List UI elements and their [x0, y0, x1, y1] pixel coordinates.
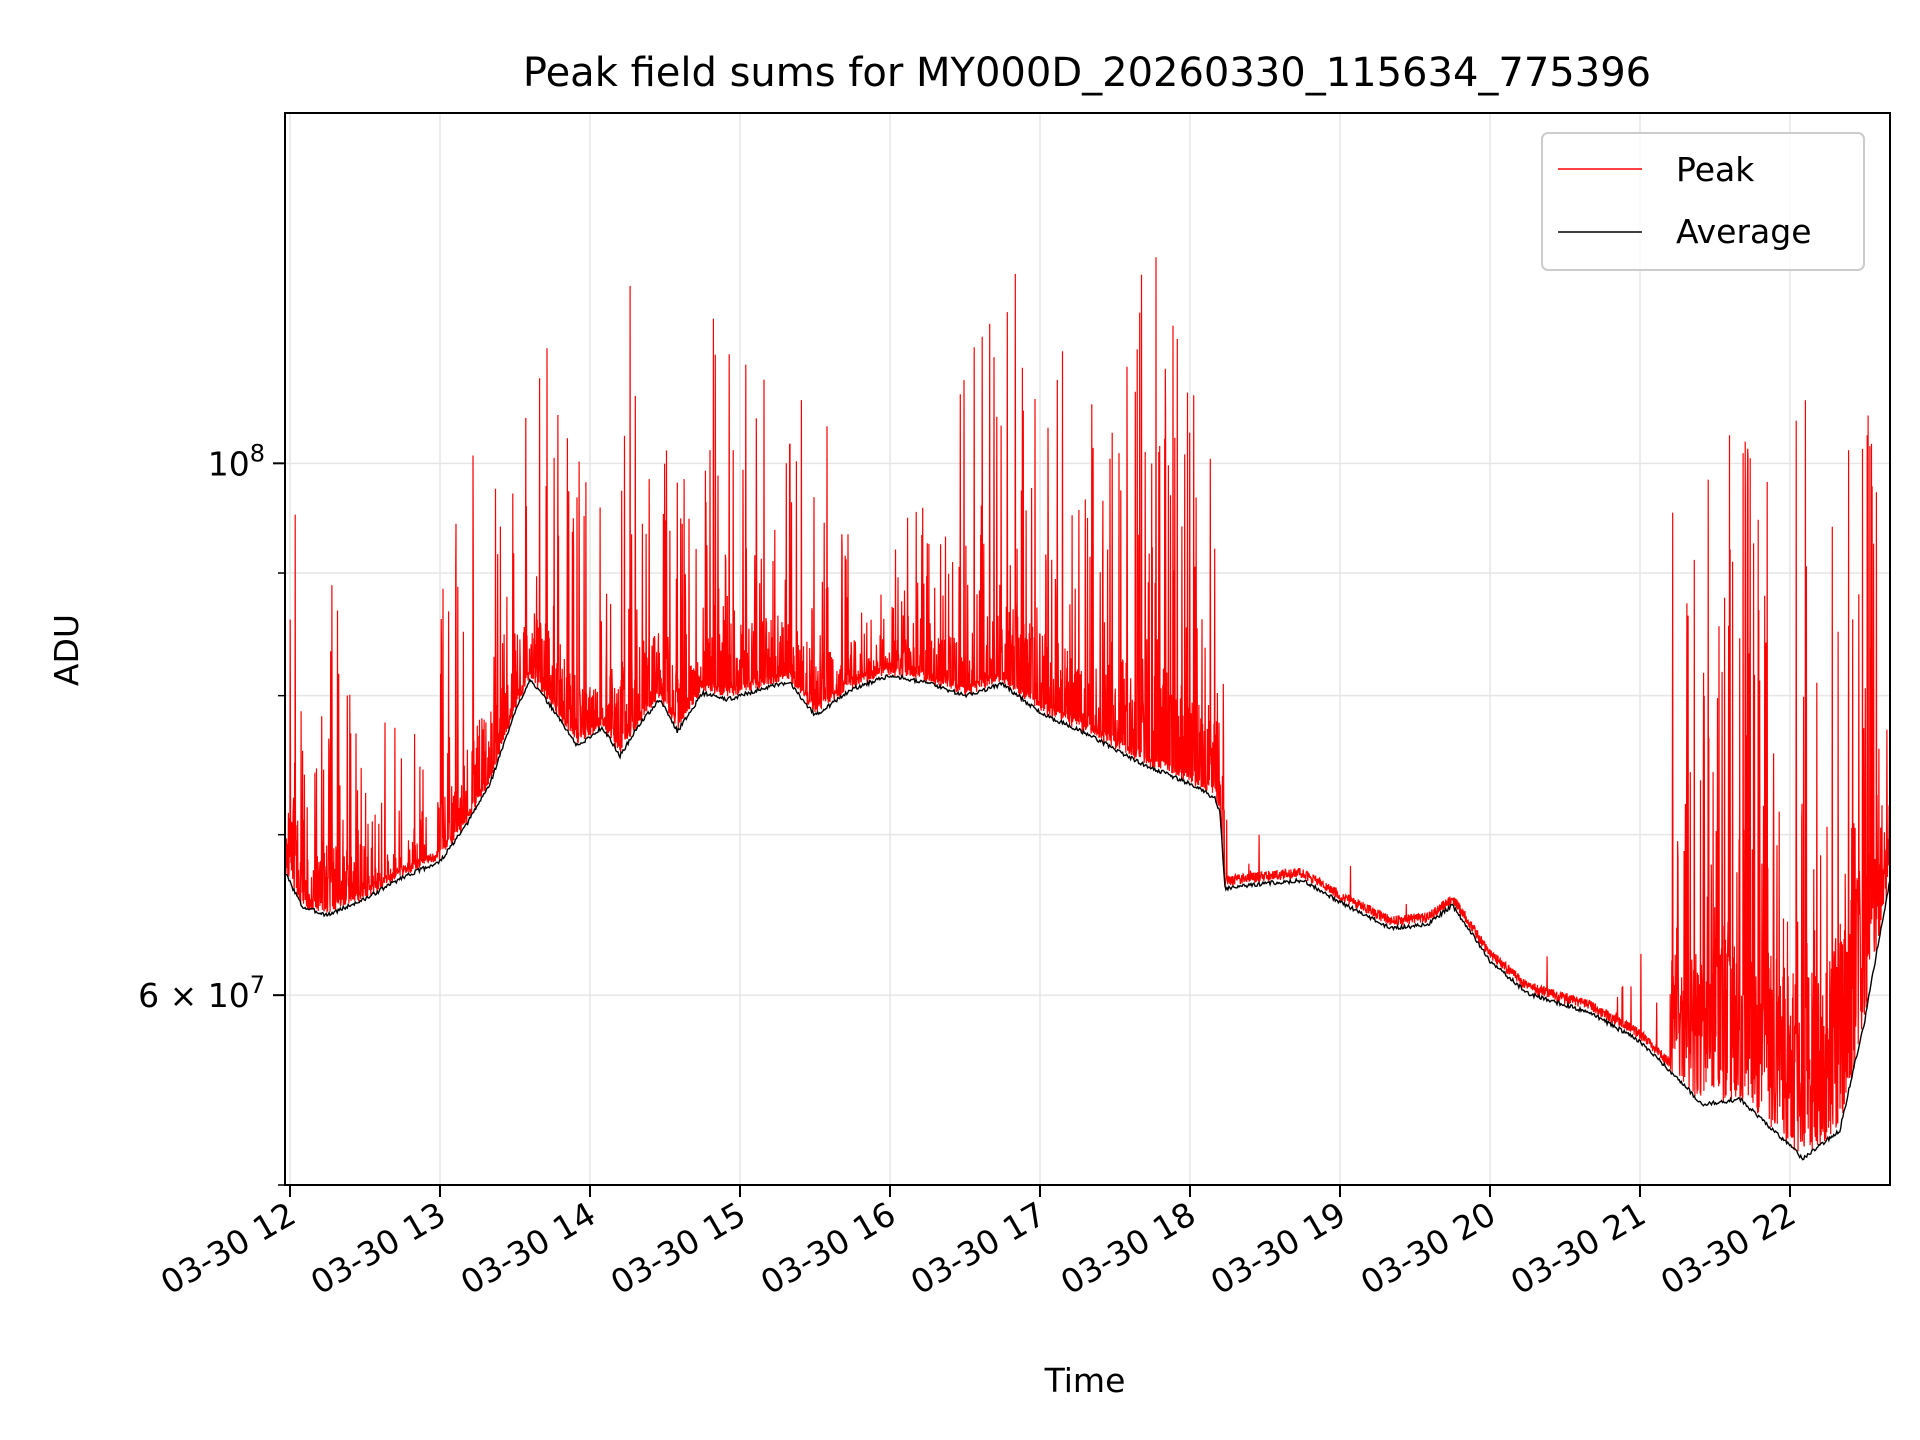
legend-label-peak: Peak [1676, 150, 1755, 189]
average-series-line [284, 673, 1891, 1161]
y-axis-label: ADU [47, 614, 86, 686]
x-axis-label: Time [1044, 1361, 1126, 1400]
chart-title: Peak field sums for MY000D_20260330_1156… [523, 50, 1651, 96]
legend: Peak Average [1541, 132, 1865, 271]
peak-series-line [284, 257, 1891, 1152]
y-tick-label: 108 [208, 439, 265, 483]
y-axis: 108 6 × 107 [138, 439, 285, 1186]
series-layer [284, 257, 1891, 1161]
legend-box [1541, 132, 1865, 271]
legend-label-average: Average [1676, 212, 1812, 251]
plot-frame [284, 112, 1891, 1186]
y-tick-label: 6 × 107 [138, 971, 265, 1015]
